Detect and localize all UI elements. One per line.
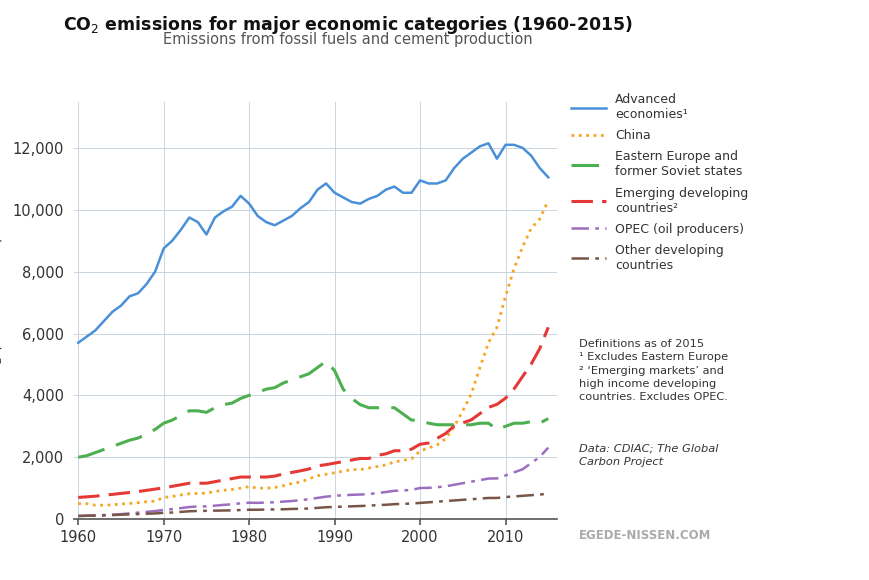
Text: Definitions as of 2015
¹ Excludes Eastern Europe
² ‘Emerging markets’ and
high i: Definitions as of 2015 ¹ Excludes Easter… [578, 339, 726, 402]
Y-axis label: CO$_2$ (million tonnes): CO$_2$ (million tonnes) [0, 236, 4, 385]
Text: EGEDE-NISSEN.COM: EGEDE-NISSEN.COM [578, 530, 710, 542]
Legend: Advanced
economies¹, China, Eastern Europe and
former Soviet states, Emerging de: Advanced economies¹, China, Eastern Euro… [571, 93, 747, 272]
Text: CO$_2$ emissions for major economic categories (1960-2015): CO$_2$ emissions for major economic cate… [63, 14, 632, 37]
Text: Data: CDIAC; The Global
Carbon Project: Data: CDIAC; The Global Carbon Project [578, 444, 717, 467]
Text: Emissions from fossil fuels and cement production: Emissions from fossil fuels and cement p… [163, 32, 532, 47]
